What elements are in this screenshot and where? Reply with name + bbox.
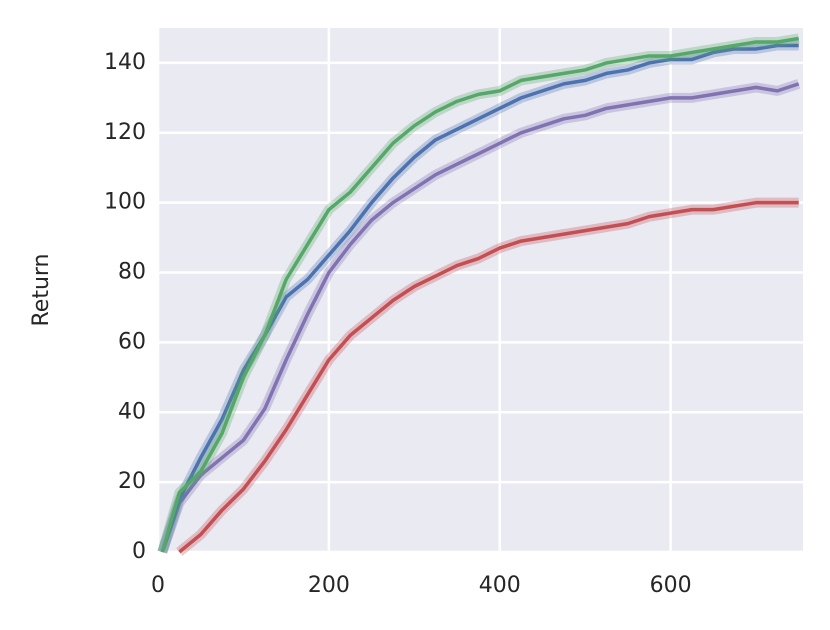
y-tick-label: 80 [118, 260, 146, 285]
y-tick-label: 0 [132, 539, 146, 564]
y-tick-label: 140 [104, 50, 146, 75]
y-axis-label: Return [29, 253, 54, 326]
y-tick-label: 40 [118, 399, 146, 424]
x-tick-label: 200 [308, 573, 350, 598]
x-tick-label: 400 [479, 573, 521, 598]
series-line [178, 200, 799, 554]
y-tick-label: 20 [118, 469, 146, 494]
y-tick-label: 60 [118, 329, 146, 354]
x-tick-label: 0 [151, 573, 165, 598]
series-line [160, 36, 800, 553]
y-tick-label: 100 [104, 190, 146, 215]
x-tick-label: 600 [650, 573, 692, 598]
y-tick-label: 120 [104, 120, 146, 145]
plot-background [158, 28, 803, 552]
series-line [160, 82, 800, 553]
